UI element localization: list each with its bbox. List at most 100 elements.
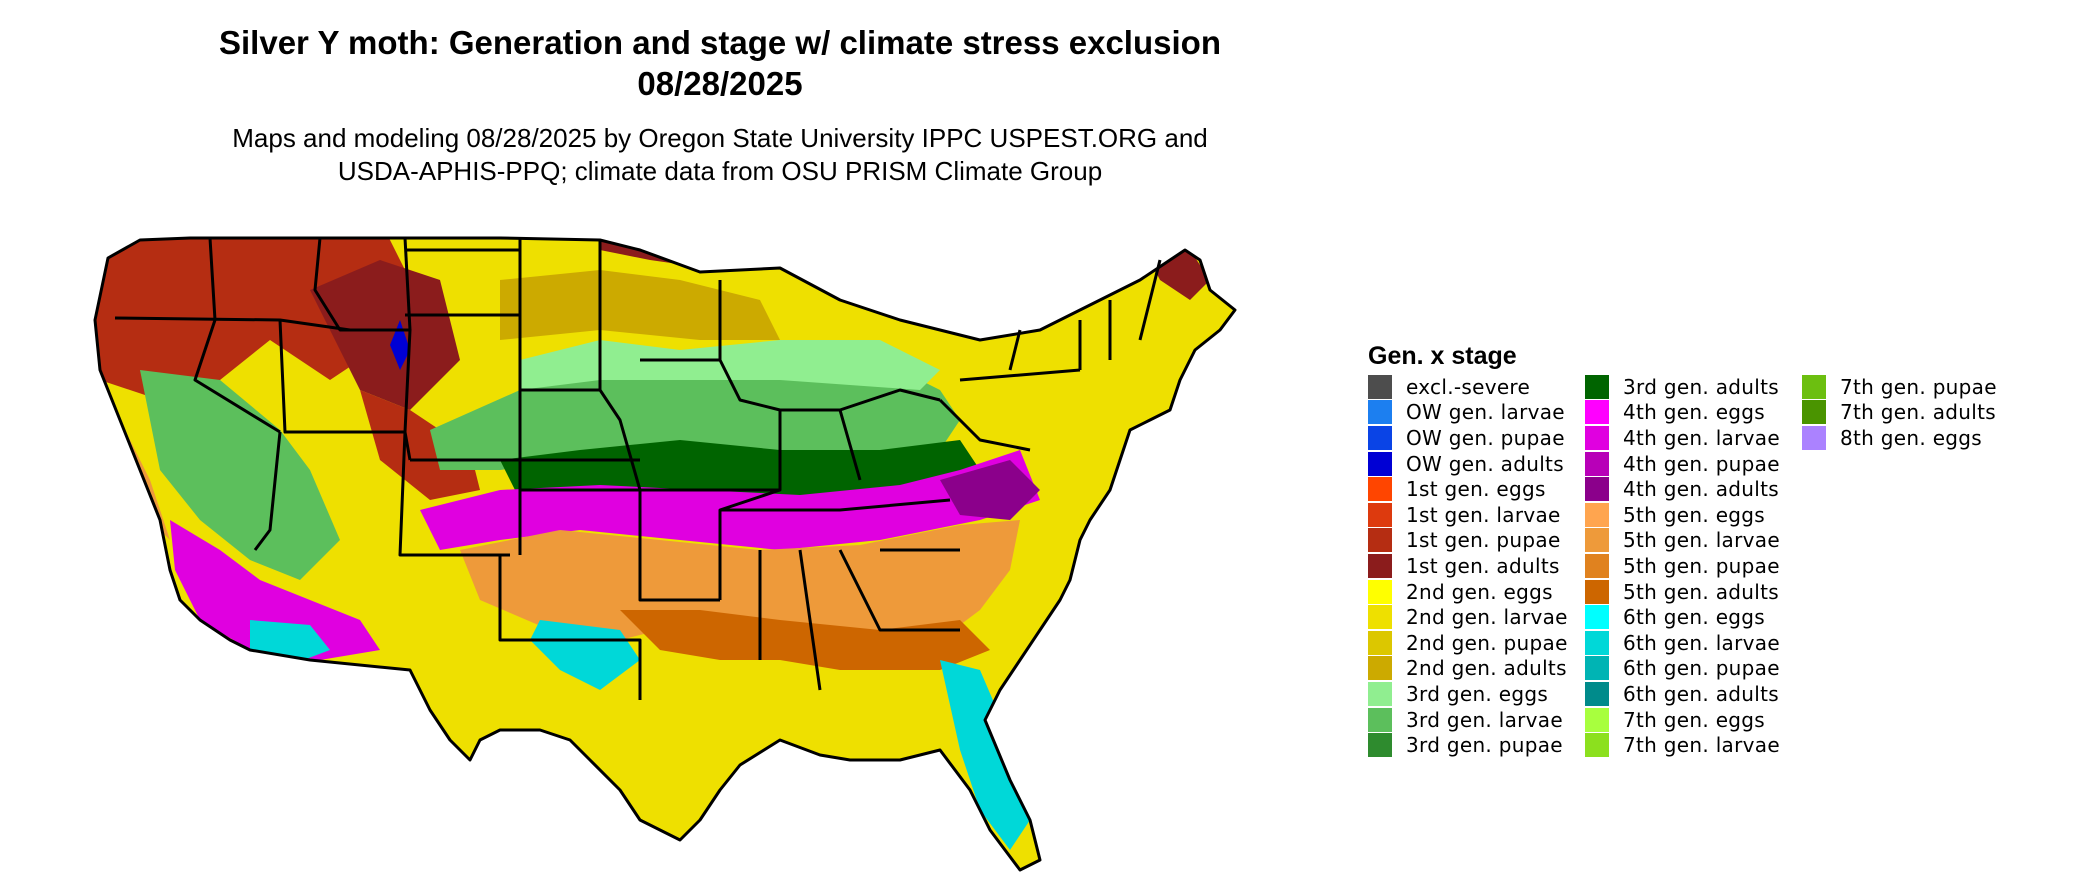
legend-item: 1st gen. eggs [1368,476,1585,502]
legend-swatch [1368,400,1392,425]
legend-label: 5th gen. eggs [1623,502,1766,527]
legend-item: 6th gen. larvae [1585,630,1802,656]
legend-swatch [1368,502,1392,527]
legend-label: 5th gen. larvae [1623,528,1780,553]
map-fill [95,238,1235,870]
region-4th-gen-adults [940,460,1040,520]
legend-column: 3rd gen. adults 4th gen. eggs 4th gen. lar… [1585,374,1802,758]
legend-swatch [1802,400,1826,425]
legend-swatch [1368,630,1392,655]
subtitle-line-1: Maps and modeling 08/28/2025 by Oregon S… [232,123,1208,153]
legend-columns: excl.-severe OW gen. larvae OW gen. pupae O… [1368,374,2019,758]
legend-item: 2nd gen. eggs [1368,579,1585,605]
legend-label: 5th gen. pupae [1623,553,1780,578]
legend-item: 7th gen. eggs [1585,707,1802,733]
legend-item: 7th gen. adults [1802,400,2019,426]
legend-swatch [1368,707,1392,732]
legend-swatch [1368,528,1392,553]
legend-item: 2nd gen. pupae [1368,630,1585,656]
region-3rd-gen-eggs-band [520,340,940,390]
legend-swatch [1585,400,1609,425]
legend-item: 1st gen. pupae [1368,528,1585,554]
legend-item: 1st gen. larvae [1368,502,1585,528]
region-5th-gen-adults [620,610,990,670]
map-title: Silver Y moth: Generation and stage w/ c… [100,22,1340,104]
legend-item: 8th gen. eggs [1802,425,2019,451]
legend-item: 6th gen. adults [1585,681,1802,707]
legend-swatch [1368,451,1392,476]
map-subtitle: Maps and modeling 08/28/2025 by Oregon S… [100,122,1340,188]
legend-label: 4th gen. adults [1623,477,1779,502]
region-1st-gen-rockies [310,260,460,410]
legend-label: 6th gen. pupae [1623,656,1780,681]
region-ow-adults [390,320,410,370]
legend-label: OW gen. pupae [1406,425,1565,450]
legend-item: 1st gen. adults [1368,553,1585,579]
legend-swatch [1368,374,1392,399]
legend-item: OW gen. pupae [1368,425,1585,451]
legend-item: 6th gen. pupae [1585,656,1802,682]
legend-label: 8th gen. eggs [1840,425,1983,450]
legend-swatch [1585,553,1609,578]
legend-item: 3rd gen. larvae [1368,707,1585,733]
region-4th-gen-southwest [170,520,380,660]
legend-item: 2nd gen. adults [1368,656,1585,682]
legend-item: excl.-severe [1368,374,1585,400]
legend-label: 6th gen. eggs [1623,605,1766,630]
legend-label: 4th gen. eggs [1623,400,1766,425]
legend-item: 2nd gen. larvae [1368,604,1585,630]
legend-column: excl.-severe OW gen. larvae OW gen. pupae O… [1368,374,1585,758]
legend-item: 3rd gen. pupae [1368,732,1585,758]
legend-column: 7th gen. pupae 7th gen. adults 8th gen. eg… [1802,374,2019,758]
legend-item: 4th gen. adults [1585,476,1802,502]
legend-item: 3rd gen. adults [1585,374,1802,400]
legend-label: 4th gen. pupae [1623,451,1780,476]
legend-item: OW gen. adults [1368,451,1585,477]
legend-label: 2nd gen. adults [1406,656,1567,681]
region-2nd-gen-adults-mid [500,270,780,340]
legend-item: 5th gen. eggs [1585,502,1802,528]
legend-swatch [1368,656,1392,681]
legend-swatch [1585,733,1609,758]
legend-swatch [1585,656,1609,681]
legend-swatch [1585,477,1609,502]
legend-item: 7th gen. pupae [1802,374,2019,400]
legend-item: OW gen. larvae [1368,400,1585,426]
legend-label: 6th gen. larvae [1623,630,1780,655]
title-line-1: Silver Y moth: Generation and stage w/ c… [219,24,1221,61]
legend-item: 6th gen. eggs [1585,604,1802,630]
legend-label: 6th gen. adults [1623,681,1779,706]
legend-swatch [1585,579,1609,604]
region-6th-gen-texas [530,620,640,690]
legend-label: 3rd gen. adults [1623,374,1779,399]
legend-item: 3rd gen. eggs [1368,681,1585,707]
legend-swatch [1368,553,1392,578]
legend-swatch [1368,425,1392,450]
legend-label: 5th gen. adults [1623,579,1779,604]
region-6th-gen-florida [940,660,1030,850]
legend-swatch [1368,477,1392,502]
legend: Gen. x stage excl.-severe OW gen. larvae O… [1368,340,2019,758]
legend-label: 2nd gen. larvae [1406,605,1568,630]
legend-label: 1st gen. eggs [1406,477,1546,502]
state-borders [93,236,1237,872]
legend-swatch [1368,605,1392,630]
region-4th-gen-south [420,450,1040,550]
legend-item: 5th gen. adults [1585,579,1802,605]
subtitle-line-2: USDA-APHIS-PPQ; climate data from OSU PR… [337,156,1103,186]
legend-swatch [1585,451,1609,476]
legend-item: 4th gen. eggs [1585,400,1802,426]
legend-label: 1st gen. adults [1406,553,1560,578]
legend-label: 3rd gen. eggs [1406,681,1549,706]
legend-swatch [1585,374,1609,399]
legend-label: 1st gen. larvae [1406,502,1561,527]
legend-label: OW gen. adults [1406,451,1564,476]
legend-swatch [1802,374,1826,399]
legend-swatch [1368,733,1392,758]
legend-swatch [1585,630,1609,655]
legend-swatch [1585,681,1609,706]
legend-swatch [1802,425,1826,450]
legend-label: 2nd gen. eggs [1406,579,1553,604]
legend-swatch [1585,425,1609,450]
legend-item: 4th gen. larvae [1585,425,1802,451]
